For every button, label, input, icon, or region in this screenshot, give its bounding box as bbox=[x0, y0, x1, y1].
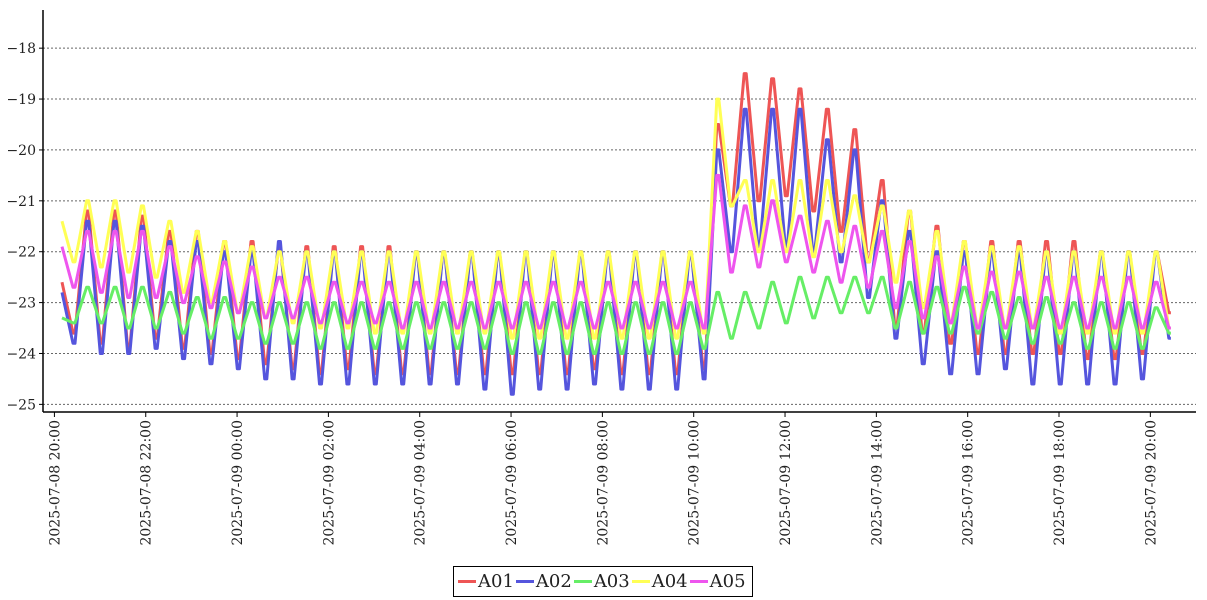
y-tick-label: −24 bbox=[6, 346, 36, 362]
x-tick-label: 2025-07-09 00:00 bbox=[230, 420, 246, 546]
legend-swatch bbox=[573, 580, 592, 583]
legend-swatch bbox=[689, 580, 708, 583]
y-tick-label: −22 bbox=[6, 245, 36, 261]
y-tick-label: −20 bbox=[6, 143, 36, 159]
x-tick-label: 2025-07-09 14:00 bbox=[869, 420, 885, 546]
legend-swatch bbox=[458, 580, 476, 583]
y-axis-ticks: −18 −19 −20 −21 −22 −23 −24 −25 bbox=[6, 41, 43, 413]
legend-swatch bbox=[631, 580, 650, 583]
series-lines bbox=[60, 72, 1171, 396]
series-line-a04 bbox=[60, 97, 1171, 340]
x-tick-label: 2025-07-09 10:00 bbox=[687, 420, 703, 546]
legend-item: A05 bbox=[689, 571, 746, 592]
legend-label: A02 bbox=[535, 571, 572, 592]
x-axis-ticks: 2025-07-08 20:00 2025-07-08 22:00 2025-07-… bbox=[47, 412, 1159, 546]
legend-item: A04 bbox=[631, 571, 688, 592]
y-tick-label: −25 bbox=[6, 397, 36, 413]
legend: A01 A02 A03 A04 A05 bbox=[453, 566, 753, 597]
legend-label: A01 bbox=[478, 571, 514, 592]
legend-label: A04 bbox=[651, 571, 688, 592]
legend-swatch bbox=[515, 580, 534, 583]
series-line-a05 bbox=[60, 173, 1171, 330]
y-tick-label: −21 bbox=[6, 194, 36, 210]
y-tick-label: −23 bbox=[6, 296, 36, 312]
x-tick-label: 2025-07-09 04:00 bbox=[413, 420, 429, 546]
series-line-a03 bbox=[61, 275, 1171, 355]
x-tick-label: 2025-07-08 22:00 bbox=[139, 420, 155, 546]
x-tick-label: 2025-07-09 18:00 bbox=[1052, 420, 1068, 546]
legend-label: A03 bbox=[593, 571, 630, 592]
x-tick-label: 2025-07-09 12:00 bbox=[778, 420, 794, 546]
x-tick-label: 2025-07-08 20:00 bbox=[47, 420, 63, 546]
legend-item: A01 bbox=[458, 571, 514, 592]
legend-label: A05 bbox=[709, 571, 746, 592]
x-tick-label: 2025-07-09 06:00 bbox=[504, 420, 520, 546]
y-tick-label: −19 bbox=[6, 92, 36, 108]
x-tick-label: 2025-07-09 02:00 bbox=[321, 420, 337, 546]
legend-item: A03 bbox=[573, 571, 630, 592]
x-tick-label: 2025-07-09 16:00 bbox=[961, 420, 977, 546]
x-tick-label: 2025-07-09 20:00 bbox=[1143, 420, 1159, 546]
legend-item: A02 bbox=[515, 571, 572, 592]
x-tick-label: 2025-07-09 08:00 bbox=[595, 420, 611, 546]
y-tick-label: −18 bbox=[6, 41, 36, 57]
